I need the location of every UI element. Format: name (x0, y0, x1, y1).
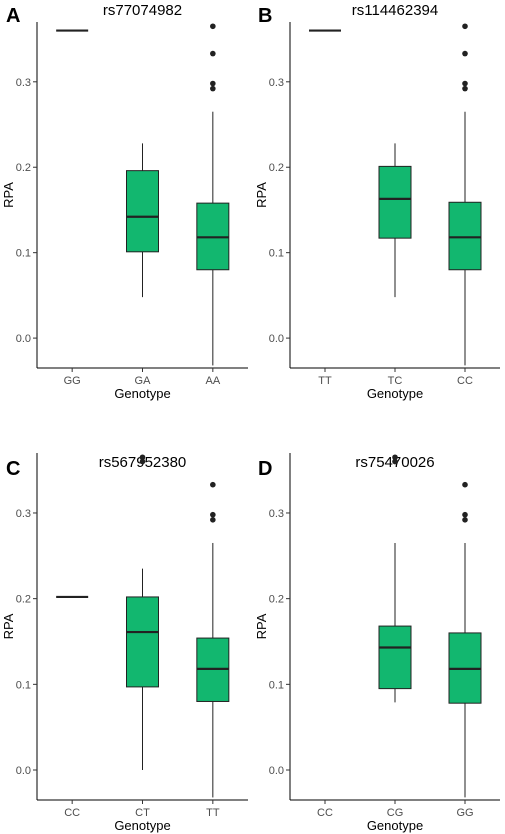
x-tick-label: AA (205, 375, 220, 387)
box-tt (196, 481, 230, 798)
panel-letter: C (6, 458, 20, 480)
y-tick-label: 0.3 (269, 77, 284, 89)
y-tick-label: 0.1 (269, 679, 284, 691)
outlier-point (462, 85, 468, 92)
x-axis-title: Genotype (367, 386, 423, 401)
outlier-point (392, 458, 398, 465)
y-axis-title: RPA (1, 182, 16, 208)
box-iqr (378, 165, 412, 239)
y-tick-label: 0.2 (16, 162, 31, 174)
outlier-point (462, 517, 468, 523)
y-tick-label: 0.2 (269, 594, 284, 606)
outlier-point (210, 517, 216, 523)
box-cc (448, 23, 482, 366)
outlier-point (462, 80, 468, 87)
box-tc (378, 143, 412, 298)
y-tick-label: 0.0 (16, 333, 31, 345)
box-ct (126, 454, 159, 771)
outlier-point (210, 511, 216, 518)
y-axis-title: RPA (1, 613, 16, 639)
outlier-point (139, 458, 146, 465)
outlier-point (462, 23, 468, 30)
x-tick-label: GG (456, 807, 473, 819)
box-ga (126, 143, 159, 298)
box-iqr (126, 170, 159, 253)
box-iqr (378, 625, 412, 690)
y-tick-label: 0.0 (269, 333, 284, 345)
x-axis-title: Genotype (367, 818, 423, 833)
panel-letter: A (6, 5, 20, 27)
y-tick-label: 0.2 (269, 162, 284, 174)
x-tick-label: CG (387, 807, 404, 819)
x-tick-label: TT (206, 807, 220, 819)
y-tick-label: 0.3 (16, 508, 31, 520)
outlier-point (210, 23, 216, 30)
y-tick-label: 0.3 (16, 77, 31, 89)
panel-letter: D (258, 458, 272, 480)
panel-c: Crs5679523800.00.10.20.3CCCTTTGenotypeRP… (1, 453, 248, 833)
x-axis-title: Genotype (114, 386, 170, 401)
x-tick-label: TT (318, 375, 332, 387)
outlier-point (462, 511, 468, 518)
outlier-point (210, 50, 216, 57)
y-tick-label: 0.1 (16, 679, 31, 691)
y-axis-title: RPA (254, 613, 269, 639)
y-tick-label: 0.1 (269, 248, 284, 260)
x-tick-label: CC (317, 807, 333, 819)
outlier-point (210, 481, 216, 488)
y-tick-label: 0.1 (16, 248, 31, 260)
outlier-point (392, 454, 398, 461)
box-iqr (126, 596, 159, 688)
y-tick-label: 0.3 (269, 508, 284, 520)
y-tick-label: 0.0 (269, 765, 284, 777)
outlier-point (210, 80, 216, 87)
box-gg (448, 481, 482, 798)
x-tick-label: CC (457, 375, 473, 387)
outlier-point (139, 454, 146, 461)
outlier-point (462, 481, 468, 488)
x-tick-label: TC (388, 375, 403, 387)
x-tick-label: GG (64, 375, 81, 387)
y-tick-label: 0.2 (16, 594, 31, 606)
box-aa (196, 23, 230, 366)
box-iqr (448, 201, 482, 271)
x-axis-title: Genotype (114, 818, 170, 833)
x-tick-label: GA (135, 375, 152, 387)
x-tick-label: CC (64, 807, 80, 819)
outlier-point (462, 50, 468, 57)
panel-letter: B (258, 5, 272, 27)
y-axis-title: RPA (254, 182, 269, 208)
y-tick-label: 0.0 (16, 765, 31, 777)
panel-title: rs77074982 (103, 2, 182, 19)
x-tick-label: CT (135, 807, 150, 819)
outlier-point (210, 85, 216, 92)
box-cg (378, 454, 412, 703)
panel-title: rs114462394 (352, 2, 438, 19)
